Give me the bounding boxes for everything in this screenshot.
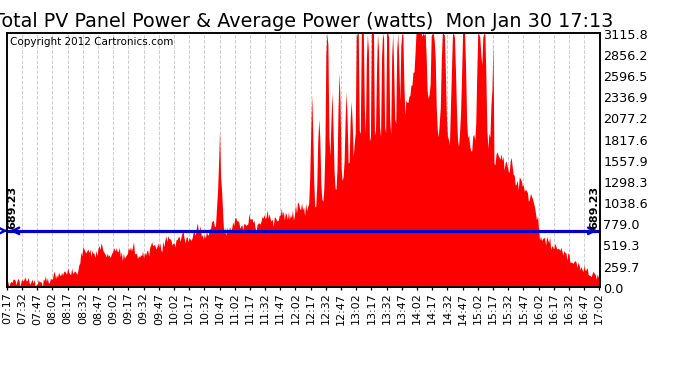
Text: 689.23: 689.23 <box>590 186 600 229</box>
Title: Total PV Panel Power & Average Power (watts)  Mon Jan 30 17:13: Total PV Panel Power & Average Power (wa… <box>0 12 614 31</box>
Text: Copyright 2012 Cartronics.com: Copyright 2012 Cartronics.com <box>10 37 173 47</box>
Text: 689.23: 689.23 <box>8 186 17 229</box>
